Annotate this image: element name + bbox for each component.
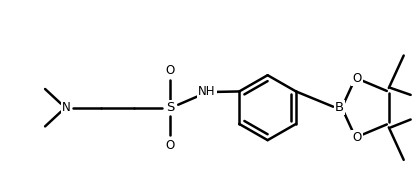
Text: N: N — [61, 101, 70, 114]
Text: O: O — [166, 139, 175, 152]
Text: S: S — [166, 101, 174, 114]
Text: NH: NH — [198, 85, 216, 98]
Text: O: O — [352, 131, 362, 144]
Text: O: O — [166, 64, 175, 77]
Text: O: O — [352, 72, 362, 85]
Text: B: B — [334, 101, 344, 114]
